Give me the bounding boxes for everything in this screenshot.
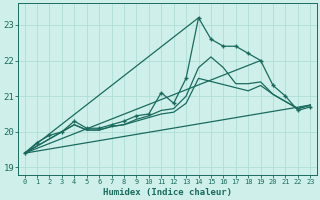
X-axis label: Humidex (Indice chaleur): Humidex (Indice chaleur) [103,188,232,197]
